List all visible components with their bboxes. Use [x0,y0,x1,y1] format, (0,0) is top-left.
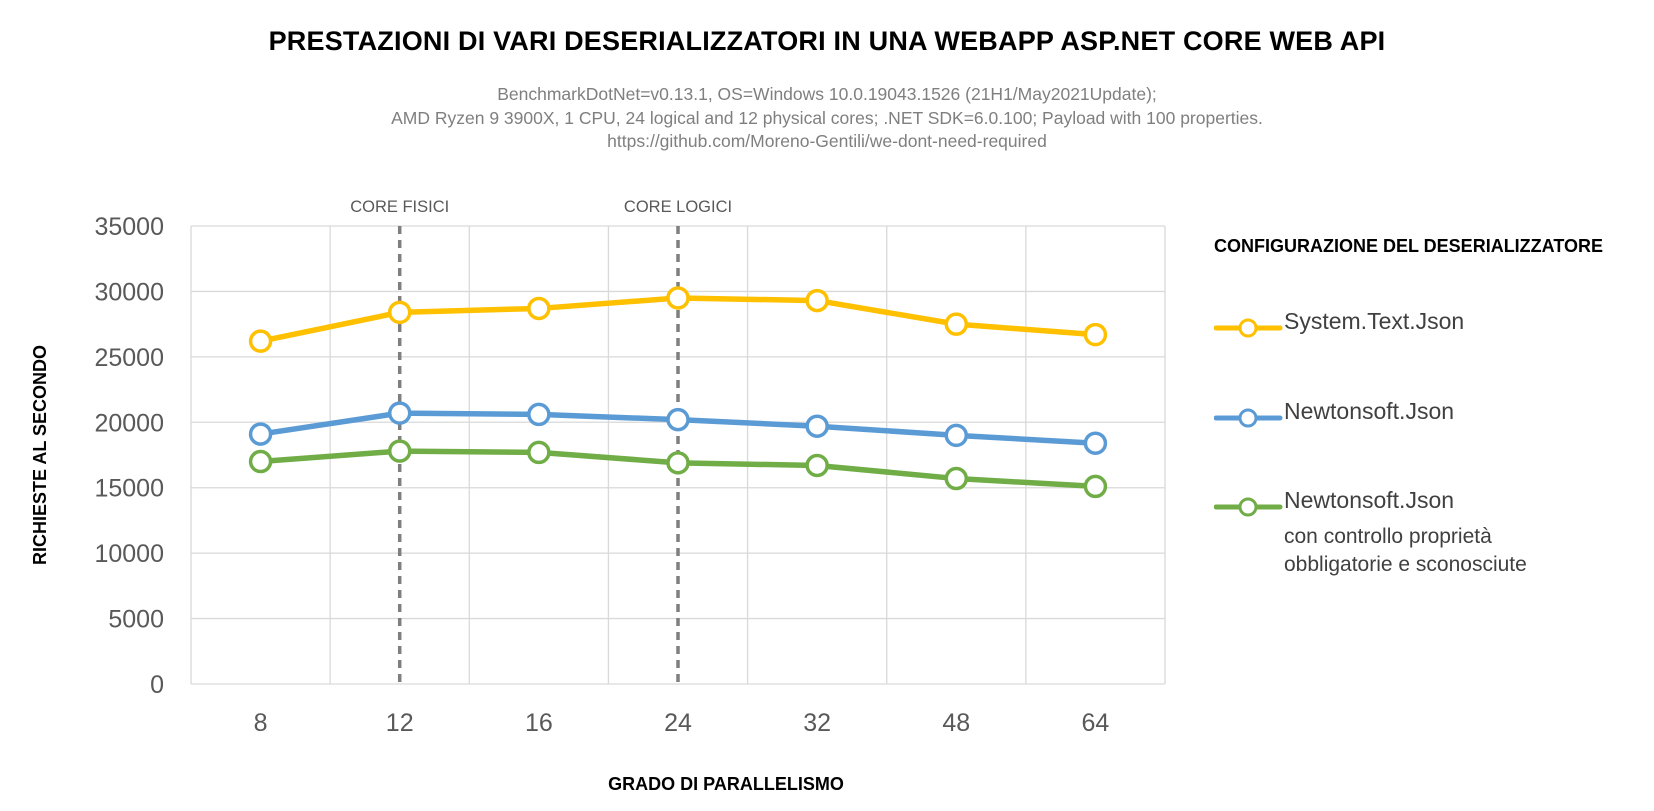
y-axis-title: RICHIESTE AL SECONDO [30,345,50,565]
x-tick-label: 16 [525,709,553,737]
data-point-series-1 [387,401,412,425]
y-tick-label: 5000 [108,606,164,634]
line-chart: 0 5000 10000 15000 20000 25000 30000 35000 8 12 16… [30,198,1166,794]
data-point-series-0 [1083,322,1108,347]
data-point-series-0 [248,329,273,353]
y-tick-label: 0 [150,671,164,699]
data-point-series-2 [527,440,551,465]
y-tick-label: 25000 [94,344,164,372]
legend-marker-icon [1214,497,1283,517]
data-point-series-0 [944,312,969,336]
y-tick-label: 30000 [94,278,164,306]
x-tick-label: 64 [1082,709,1110,737]
chart-subtitle-line-3: https://github.com/Moreno-Gentili/we-don… [607,131,1047,151]
legend-marker-icon [1214,318,1283,338]
data-point-series-2 [248,449,273,474]
x-tick-label: 48 [942,709,970,737]
legend-title: CONFIGURAZIONE DEL DESERIALIZZATORE [1214,236,1604,256]
legend-item-newtonsoft-json: Newtonsoft.Json [1214,398,1654,438]
data-point-series-2 [805,453,829,478]
data-point-series-2 [944,466,969,491]
data-point-series-0 [527,296,551,321]
data-point-series-1 [944,423,969,448]
x-tick-label: 32 [803,709,831,737]
legend-label: Newtonsoft.Json [1284,398,1455,424]
data-point-series-0 [666,286,690,310]
legend-item-system-text-json: System.Text.Json [1214,308,1654,348]
data-point-series-0 [805,288,829,313]
data-point-series-2 [387,439,412,463]
data-point-series-1 [1083,431,1108,455]
legend-item-newtonsoft-json-validation: Newtonsoft.Json con controllo proprietà … [1214,487,1654,587]
legend-label: System.Text.Json [1284,308,1465,334]
y-tick-label: 35000 [94,213,164,241]
data-point-series-0 [387,300,412,325]
chart-title: PRESTAZIONI DI VARI DESERIALIZZATORI IN … [268,26,1386,56]
y-tick-label: 10000 [94,540,164,568]
x-tick-label: 24 [664,709,692,737]
x-axis-title: GRADO DI PARALLELISMO [608,774,844,794]
data-point-series-1 [666,407,690,432]
reference-label: CORE LOGICI [624,198,732,216]
legend-note-line-2: obbligatorie e sconosciute [1284,553,1527,576]
reference-label: CORE FISICI [350,198,449,216]
legend-note-line-1: con controllo proprietà [1284,525,1492,548]
legend-marker-icon [1214,408,1283,428]
chart-subtitle-line-2: AMD Ryzen 9 3900X, 1 CPU, 24 logical and… [391,108,1263,128]
data-point-series-2 [1083,474,1108,499]
data-point-series-1 [248,422,273,446]
data-point-series-2 [666,451,690,475]
x-tick-label: 12 [386,709,414,737]
data-point-series-1 [805,414,829,438]
legend-label: Newtonsoft.Json [1284,487,1455,513]
y-tick-label: 20000 [94,409,164,437]
chart-subtitle-line-1: BenchmarkDotNet=v0.13.1, OS=Windows 10.0… [497,84,1157,104]
data-point-series-1 [527,402,551,427]
x-tick-label: 8 [254,709,268,737]
y-tick-label: 15000 [94,475,164,503]
